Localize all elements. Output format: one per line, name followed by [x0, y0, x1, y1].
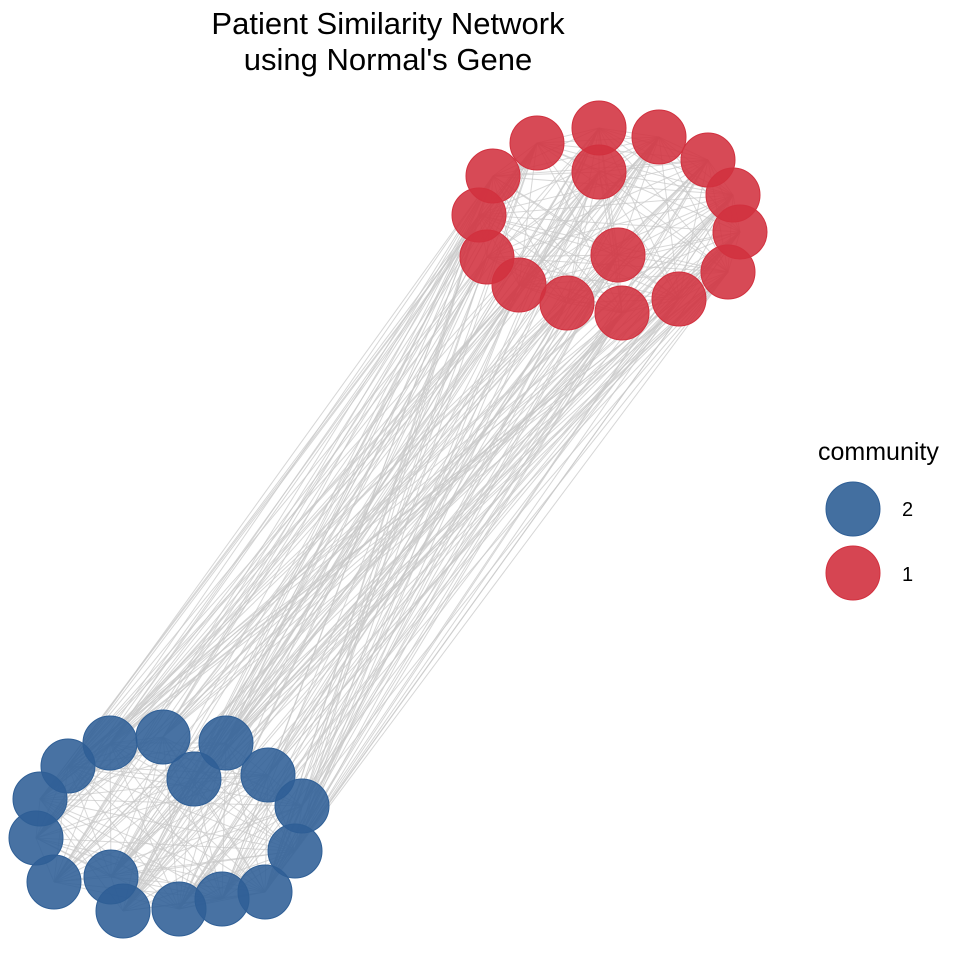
network-node-community-1: [571, 144, 627, 200]
network-edge: [53, 312, 623, 883]
network-edge: [53, 736, 164, 883]
network-edge: [178, 302, 568, 910]
network-edge: [110, 805, 303, 878]
network-edge: [109, 256, 488, 744]
network-node-community-1: [631, 109, 687, 165]
network-edge: [536, 142, 709, 161]
network-edge: [301, 254, 619, 807]
plot-title-line-2: using Normal's Gene: [244, 42, 533, 77]
network-edge: [122, 231, 741, 912]
network-edge: [294, 298, 680, 852]
network-node-community-2: [135, 709, 191, 765]
network-edge: [478, 214, 680, 300]
network-node-community-1: [465, 148, 521, 204]
network-edge: [162, 254, 619, 738]
network-edge: [264, 175, 494, 893]
network-edge: [225, 254, 619, 744]
network-edge: [53, 256, 488, 883]
network-edge: [109, 171, 600, 744]
network-edge: [162, 284, 520, 738]
network-edge: [178, 312, 623, 910]
plot-title-line-1: Patient Similarity Network: [211, 6, 565, 41]
legend-title: community: [818, 438, 939, 466]
legend-label-1: 1: [902, 564, 913, 586]
network-edge: [35, 778, 195, 839]
network-edge: [162, 214, 480, 738]
network-edge: [162, 302, 568, 738]
legend-label-2: 2: [902, 499, 913, 521]
network-edge: [264, 231, 741, 893]
legend-item-1: 1: [825, 545, 913, 601]
network-edge: [162, 136, 660, 738]
plot-title: Patient Similarity Network using Normal'…: [211, 6, 565, 77]
network-edge: [301, 312, 623, 807]
network-edge: [67, 175, 494, 767]
network-node-community-1: [539, 275, 595, 331]
network-edge: [486, 136, 660, 258]
network-node-community-2: [151, 881, 207, 937]
network-edge: [294, 312, 623, 852]
network-node-community-1: [590, 227, 646, 283]
legend: community 2 1: [818, 438, 939, 601]
network-edge: [122, 774, 269, 912]
network-edge: [109, 214, 480, 744]
network-edge: [178, 254, 619, 910]
network-edge: [486, 159, 709, 258]
network-edge: [39, 798, 303, 807]
network-node-community-2: [82, 715, 138, 771]
network-edge: [53, 214, 480, 883]
network-edge: [109, 284, 520, 744]
network-edge: [478, 194, 734, 216]
network-edge: [162, 175, 494, 738]
network-edge: [225, 175, 494, 744]
network-edge: [301, 171, 600, 807]
network-edge: [39, 254, 619, 800]
network-node-community-2: [267, 823, 323, 879]
node-layer: [8, 100, 768, 939]
network-edge: [264, 254, 619, 893]
network-edge: [267, 298, 680, 776]
network-node-community-1: [651, 271, 707, 327]
network-edge: [294, 254, 619, 852]
network-edge: [122, 312, 623, 912]
network-edge: [264, 271, 729, 893]
legend-key-1: [825, 545, 881, 601]
network-node-community-2: [12, 771, 68, 827]
network-edge: [301, 256, 488, 807]
network-edge: [225, 214, 480, 744]
network-node-community-2: [166, 751, 222, 807]
network-edge: [294, 214, 480, 852]
network-edge: [486, 194, 734, 258]
network-node-community-2: [198, 715, 254, 771]
legend-key-2: [825, 481, 881, 537]
network-edge: [39, 214, 480, 800]
network-edge: [193, 214, 480, 780]
network-node-community-1: [509, 115, 565, 171]
legend-item-2: 2: [825, 481, 913, 537]
network-node-community-2: [83, 849, 139, 905]
network-node-community-1: [700, 244, 756, 300]
network-edge: [67, 765, 180, 910]
network-node-community-1: [594, 285, 650, 341]
network-edge: [178, 231, 741, 910]
network-edge: [193, 127, 600, 780]
network-edge: [478, 214, 623, 314]
